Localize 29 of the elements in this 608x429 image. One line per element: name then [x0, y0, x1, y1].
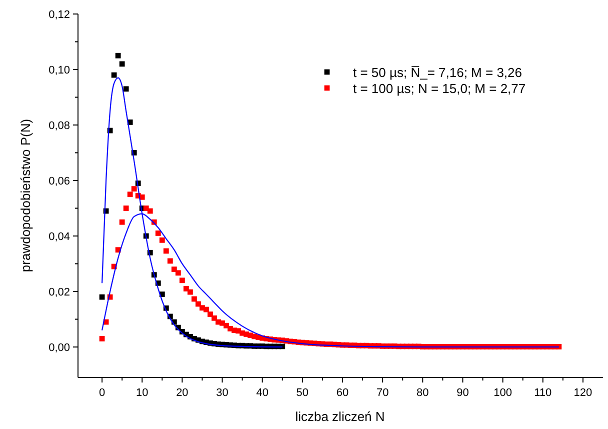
x-tick-label: 20: [176, 387, 188, 399]
x-tick-label: 100: [494, 387, 512, 399]
y-tick-label: 0,08: [48, 120, 70, 132]
x-tick-label: 70: [376, 387, 389, 399]
y-axis-title: prawdopodobieństwo P(N): [18, 118, 33, 272]
legend-label: t = 50 µs; N̅_= 7,16; M = 3,26: [353, 65, 522, 80]
y-tick-label: 0,06: [48, 175, 70, 188]
x-tick-label: 40: [256, 387, 268, 399]
x-axis-title: liczba zliczeń N: [295, 409, 385, 424]
x-tick-label: 50: [296, 387, 309, 399]
x-tick-label: 110: [534, 387, 552, 399]
x-tick-label: 120: [574, 387, 592, 399]
point: [280, 344, 286, 350]
y-tick-label: 0,10: [48, 64, 70, 76]
y-tick-label: 0,00: [48, 342, 70, 354]
x-tick-label: 10: [136, 387, 148, 399]
point: [115, 52, 121, 58]
legend-label: t = 100 µs; N = 15,0; M = 2,77: [353, 81, 526, 96]
x-tick-label: 80: [416, 387, 429, 399]
x-tick-label: 30: [216, 387, 228, 399]
x-tick-label: 90: [456, 387, 469, 399]
y-tick-label: 0,12: [48, 9, 70, 21]
point: [119, 61, 125, 67]
x-tick-label: 60: [336, 387, 349, 399]
point: [111, 72, 117, 78]
x-tick-label: 0: [98, 387, 106, 399]
y-tick-label: 0,04: [48, 230, 70, 243]
point: [123, 86, 129, 92]
y-tick-label: 0,02: [48, 286, 70, 298]
